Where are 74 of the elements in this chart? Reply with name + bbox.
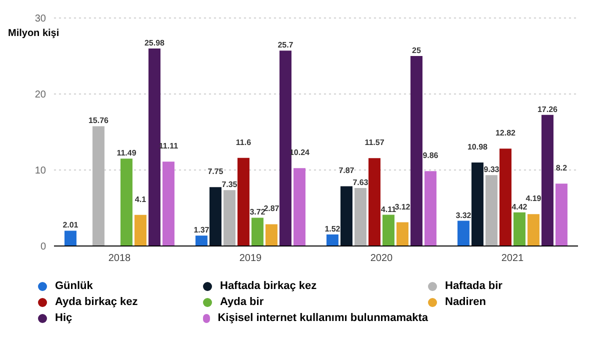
data-label: 9.86 (422, 151, 439, 160)
bar (354, 188, 366, 246)
legend-label: Haftada bir (445, 280, 502, 292)
bar (485, 175, 498, 246)
bar (368, 158, 380, 246)
data-label: 7.35 (222, 180, 238, 190)
data-label: 1.37 (194, 226, 210, 235)
bar (162, 162, 174, 246)
bar (237, 158, 250, 246)
bar (340, 186, 352, 246)
data-label: 4.1 (134, 194, 147, 204)
legend-label: Günlük (55, 280, 93, 292)
bar (293, 168, 306, 246)
data-label: 25.98 (144, 38, 166, 48)
data-label: 3.32 (456, 210, 472, 220)
legend-label: Haftada birkaç kez (220, 280, 317, 292)
data-label: 17.26 (537, 104, 558, 114)
bar (382, 214, 394, 246)
x-tick-label: 2021 (501, 253, 524, 264)
data-label: 3.12 (394, 202, 411, 212)
data-label: 2.01 (62, 220, 79, 230)
data-label: 15.76 (88, 116, 110, 126)
bar (195, 236, 208, 246)
data-label: 9.33 (484, 165, 500, 174)
data-label: 25 (412, 46, 422, 55)
bar (223, 190, 236, 246)
bar (148, 48, 160, 246)
bar (555, 184, 568, 246)
bar (134, 214, 146, 246)
y-tick-label: 0 (40, 242, 46, 253)
bar (279, 50, 292, 246)
data-label: 11.49 (116, 148, 137, 158)
legend-label: Ayda bir (220, 296, 264, 308)
bar (424, 171, 436, 246)
y-tick-label: 20 (34, 90, 46, 101)
bar (457, 220, 470, 246)
x-tick-label: 2019 (239, 253, 262, 264)
bar (513, 212, 526, 246)
legend-label: Kişisel internet kullanımı bulunmamakta (218, 312, 428, 324)
data-label: 1.52 (324, 224, 341, 234)
data-label: 10.98 (467, 142, 488, 152)
bar (120, 158, 132, 246)
data-label: 7.75 (208, 167, 224, 176)
bar (326, 234, 338, 246)
data-label: 4.19 (526, 194, 542, 204)
bar (499, 148, 512, 246)
bar (92, 126, 104, 246)
data-label: 4.42 (512, 202, 528, 212)
data-label: 7.87 (338, 166, 355, 176)
data-label: 2.87 (264, 204, 280, 214)
bar (471, 162, 484, 246)
data-label: 25.7 (278, 40, 294, 50)
bar (410, 56, 422, 246)
y-tick-label: 10 (34, 166, 46, 177)
bar (396, 222, 408, 246)
data-label: 11.6 (236, 138, 252, 147)
bar (527, 214, 540, 246)
data-label: 8.2 (556, 164, 568, 173)
data-label: 12.82 (495, 128, 516, 138)
data-label: 7.63 (352, 178, 369, 188)
bar (265, 224, 278, 246)
data-label: 11.57 (364, 138, 385, 148)
y-tick-label: 30 (34, 14, 46, 25)
x-tick-label: 2020 (370, 253, 394, 264)
legend-label: Hiç (55, 312, 72, 324)
legend-label: Nadiren (445, 296, 486, 308)
data-label: 3.72 (250, 208, 266, 217)
legend-label: Ayda birkaç kez (55, 296, 138, 308)
bar (64, 230, 76, 246)
bar (251, 218, 264, 246)
bar (209, 187, 222, 246)
bar (541, 114, 554, 246)
y-axis-title: Milyon kişi (8, 28, 60, 39)
x-tick-label: 2018 (108, 253, 132, 264)
